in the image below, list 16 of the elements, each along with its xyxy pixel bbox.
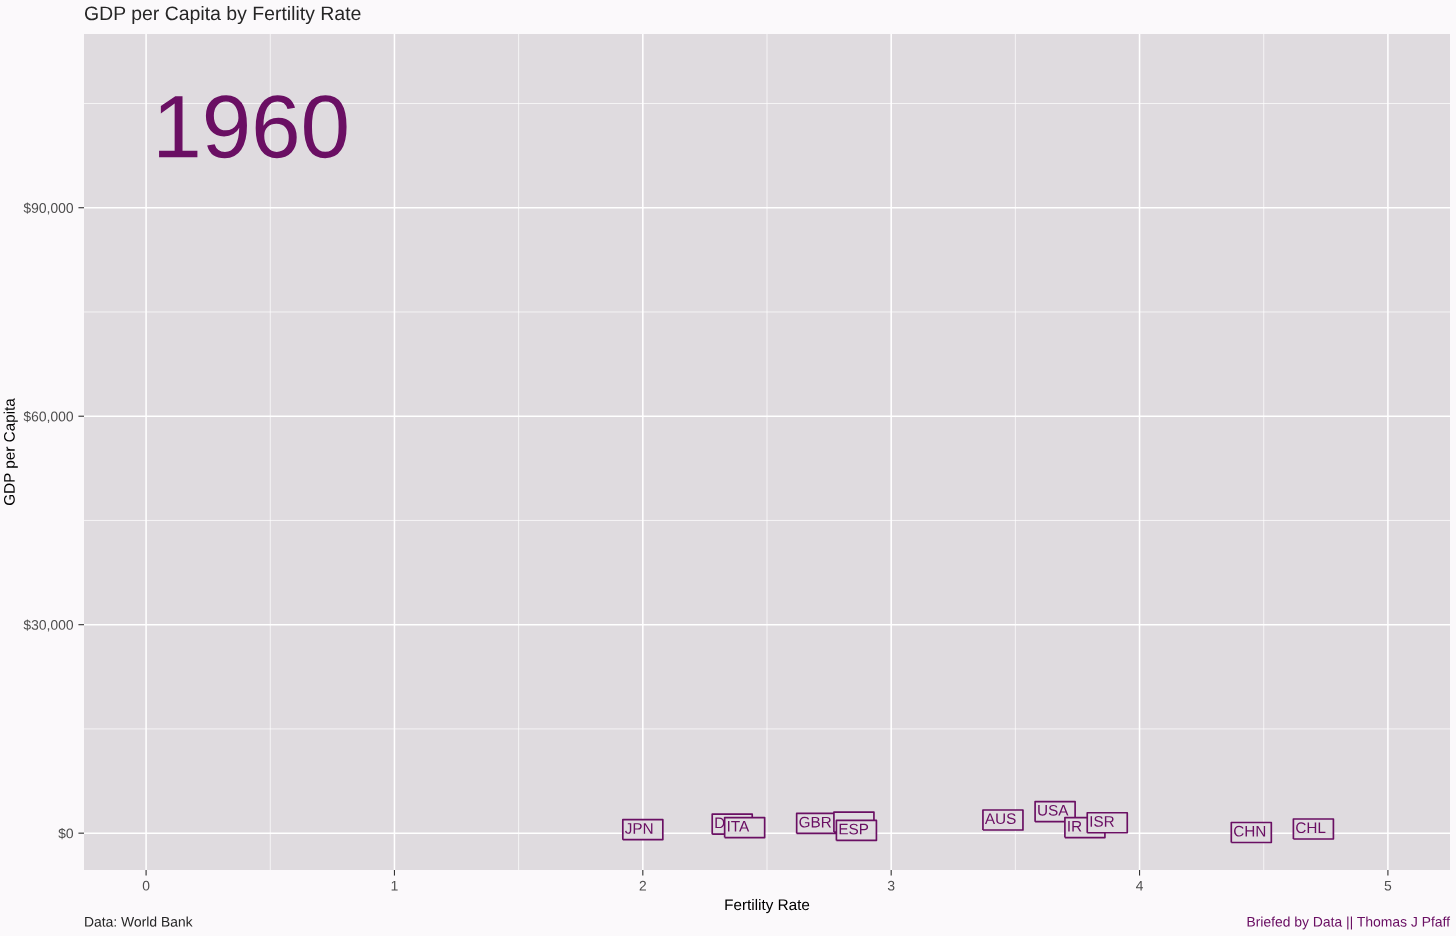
y-axis-title: GDP per Capita — [3, 398, 18, 506]
x-axis-title: Fertility Rate — [725, 898, 810, 914]
x-tick-label: 2 — [639, 880, 646, 891]
x-tick-label: 0 — [142, 880, 150, 891]
x-tick-label: 3 — [887, 880, 895, 891]
y-tick-label: $30,000 — [23, 619, 74, 632]
chart-title: GDP per Capita by Fertility Rate — [84, 5, 361, 25]
annotation: 1960 — [159, 95, 347, 159]
y-tick-label: $0 — [58, 827, 74, 840]
y-tick-label: $90,000 — [23, 202, 74, 215]
text: Data: World Bank — [85, 916, 193, 927]
x-tick-label: 1 — [391, 880, 398, 891]
text: Briefed by Data || Thomas J Pfaff — [1247, 916, 1451, 930]
y-tick-label: $60,000 — [23, 410, 74, 424]
x-tick-label: 5 — [1384, 880, 1392, 891]
x-tick-label: 4 — [1136, 880, 1143, 891]
